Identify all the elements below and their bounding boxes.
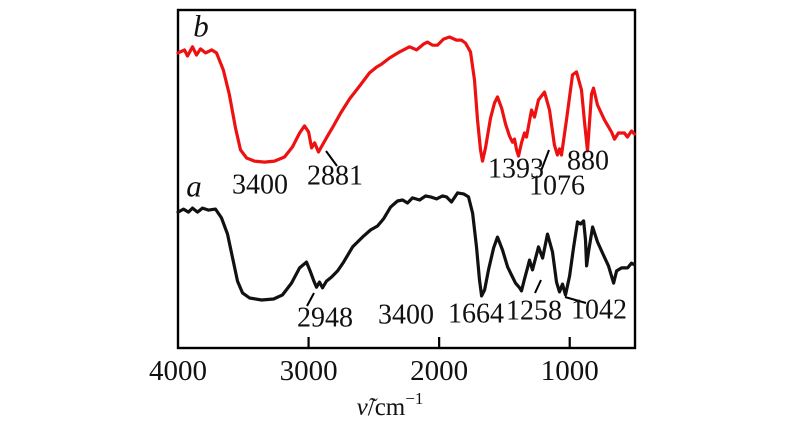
curve-label-b: b <box>193 9 209 44</box>
peak-a-1664: 1664 <box>448 299 504 330</box>
leader-2948 <box>306 292 315 307</box>
plot-border <box>176 8 637 350</box>
peak-b-1393: 1393 <box>488 154 544 185</box>
peak-a-3400: 3400 <box>378 300 434 331</box>
x-axis-tick-label: 2000 <box>410 355 468 387</box>
peak-a-1258: 1258 <box>506 296 562 327</box>
spectrum-curve-a <box>176 191 637 302</box>
peak-b-1076: 1076 <box>529 171 585 202</box>
peak-b-880: 880 <box>567 146 609 177</box>
curve-label-a: a <box>186 169 202 204</box>
x-axis-title: ν̃/cm−1 <box>357 389 424 421</box>
leader-2881 <box>325 150 338 167</box>
x-axis-tick-label: 3000 <box>280 355 338 387</box>
leader-1076 <box>540 149 550 172</box>
peak-a-2948: 2948 <box>297 303 353 334</box>
peak-a-1042: 1042 <box>571 295 627 326</box>
leader-1258 <box>534 279 542 294</box>
spectrum-curve-b <box>176 35 637 164</box>
x-axis-tick-label: 1000 <box>541 355 599 387</box>
leader-1042 <box>564 296 587 304</box>
peak-b-3400: 3400 <box>232 170 288 201</box>
peak-b-2881: 2881 <box>307 161 363 192</box>
x-axis-tick-label: 4000 <box>149 355 207 387</box>
